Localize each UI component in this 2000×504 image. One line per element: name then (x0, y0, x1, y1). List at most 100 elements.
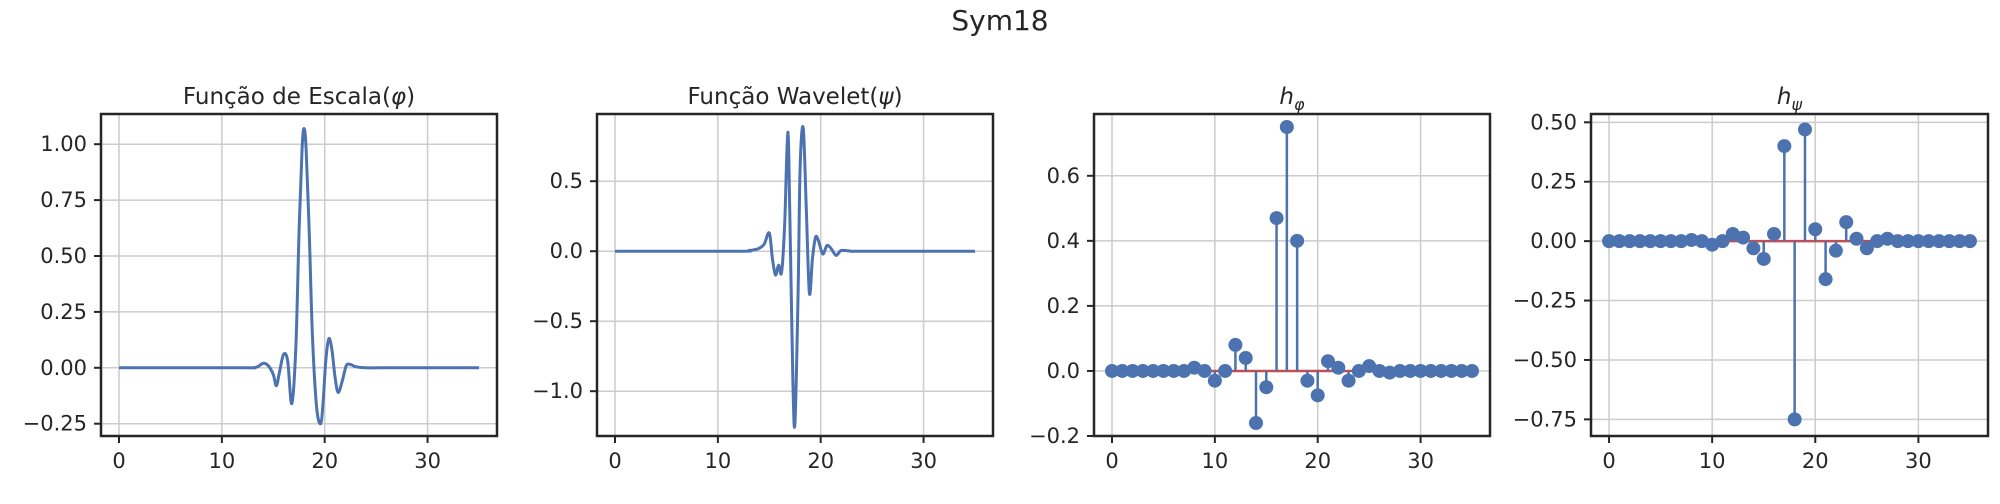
stem-marker (1423, 363, 1438, 378)
x-tick-label: 30 (1905, 449, 1932, 473)
stem-marker (1942, 234, 1957, 249)
stem-marker (1197, 363, 1212, 378)
stem-marker (1279, 120, 1294, 135)
y-tick-label: 0.6 (1047, 164, 1080, 188)
subplot-title: Função Wavelet(ψ) (687, 84, 902, 110)
x-tick-label: 10 (1699, 449, 1726, 473)
y-tick-label: 0.00 (40, 356, 87, 380)
stem-marker (1290, 233, 1305, 248)
x-tick-label: 0 (608, 449, 621, 473)
y-tick-label: 0.75 (40, 188, 87, 212)
series-line (119, 127, 479, 426)
axes-frame (99, 112, 499, 438)
y-tick-label: 0.50 (1530, 110, 1577, 134)
stem-marker (1321, 354, 1335, 369)
stem-marker (1797, 122, 1812, 137)
stem-marker (1156, 363, 1171, 378)
stem-marker (1382, 365, 1397, 380)
stem-marker (1736, 230, 1751, 245)
y-tick-label: 0.25 (1530, 170, 1577, 194)
axes-frame (1589, 112, 1990, 438)
plot-area (1602, 122, 1977, 427)
subplot-1: 0 10 20 30 −0.25 0.00 0.25 0.50 0.75 1.00 Função d… (23, 84, 499, 473)
stem-marker (1444, 363, 1459, 378)
stem-marker (1756, 251, 1771, 266)
y-tick-label: 0.0 (550, 239, 583, 263)
subplot-4: 0 10 20 30 −0.75 −0.50 −0.25 0.00 0.25 0.50 hψ (1513, 84, 1990, 473)
subplot-title: hψ (1777, 84, 1803, 114)
stem-marker (1663, 234, 1678, 249)
stem-marker (1622, 234, 1637, 249)
stem-marker (1393, 363, 1407, 378)
x-tick-label: 30 (910, 449, 937, 473)
stem-marker (1602, 234, 1617, 249)
stem-marker (1331, 360, 1346, 375)
stem-marker (1105, 363, 1119, 378)
plot-area (119, 127, 479, 426)
stem-marker (1454, 363, 1469, 378)
y-tick-label: 0.00 (1530, 229, 1577, 253)
stem-marker (1612, 234, 1627, 249)
stem-marker (1674, 234, 1689, 249)
stem-marker (1849, 231, 1864, 246)
stem-marker (1787, 412, 1802, 427)
y-tick-label: −0.2 (1029, 424, 1080, 448)
stem-marker (1808, 222, 1823, 237)
x-tick-label: 0 (112, 449, 125, 473)
stem-marker (1684, 232, 1699, 247)
stem-marker (1818, 272, 1833, 287)
stem-marker (1341, 373, 1356, 388)
stem-marker (1962, 234, 1977, 249)
figure-suptitle: Sym18 (951, 4, 1049, 37)
stem-marker (1135, 363, 1150, 378)
stem-marker (1218, 363, 1233, 378)
stem-marker (1746, 241, 1761, 256)
stem-marker (1890, 234, 1905, 249)
subplot-3: 0 10 20 30 −0.2 0.0 0.2 0.4 0.6 hφ (1029, 84, 1492, 473)
stem-marker (1434, 363, 1449, 378)
y-tick-label: −0.25 (23, 412, 87, 436)
x-tick-label: 30 (1407, 449, 1434, 473)
stem-marker (1767, 227, 1782, 242)
x-tick-label: 30 (414, 449, 441, 473)
stem-marker (1269, 211, 1284, 226)
y-tick-label: −0.75 (1513, 407, 1577, 431)
y-tick-label: −0.5 (532, 309, 583, 333)
x-tick-label: 20 (311, 449, 338, 473)
stem-marker (1115, 363, 1130, 378)
stem-marker (1777, 139, 1792, 154)
x-tick-label: 0 (1105, 449, 1118, 473)
stem-marker (1921, 234, 1936, 249)
y-tick-label: −0.50 (1513, 348, 1577, 372)
y-tick-label: −1.0 (532, 379, 583, 403)
y-tick-label: −0.25 (1513, 289, 1577, 313)
y-tick-label: 0.2 (1047, 294, 1080, 318)
stem-marker (1911, 234, 1926, 249)
stem-marker (1249, 415, 1263, 430)
y-tick-label: 0.50 (40, 244, 87, 268)
stem-marker (1653, 234, 1668, 249)
y-tick-label: 0.25 (40, 300, 87, 324)
stem-marker (1465, 363, 1479, 378)
x-tick-label: 0 (1602, 449, 1615, 473)
stem-marker (1166, 363, 1181, 378)
x-tick-label: 10 (208, 449, 235, 473)
stem-marker (1859, 241, 1874, 256)
stem-marker (1901, 234, 1916, 249)
stem-marker (1403, 363, 1418, 378)
stem-marker (1146, 363, 1161, 378)
y-tick-label: 0.0 (1047, 359, 1080, 383)
stem-marker (1259, 380, 1274, 395)
x-tick-label: 10 (1201, 449, 1228, 473)
x-tick-label: 10 (704, 449, 731, 473)
stem-marker (1643, 234, 1658, 249)
y-tick-label: 1.00 (40, 132, 87, 156)
x-tick-label: 20 (807, 449, 834, 473)
stem-marker (1228, 337, 1243, 352)
stem-marker (1952, 234, 1967, 249)
stem-marker (1839, 215, 1854, 230)
stem-marker (1238, 350, 1253, 365)
subplot-title: hφ (1279, 84, 1305, 114)
